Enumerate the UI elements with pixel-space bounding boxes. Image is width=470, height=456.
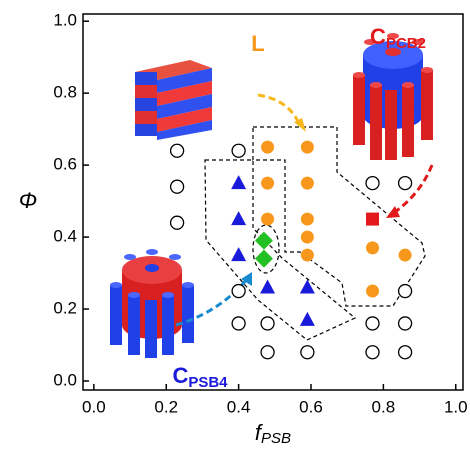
- open-circle-point: [261, 317, 274, 330]
- pcb2-illustration: [353, 33, 433, 160]
- y-tick-label: 0.2: [53, 299, 77, 318]
- circle-point: [301, 141, 314, 154]
- x-tick-label: 0.0: [82, 397, 106, 416]
- x-tick-label: 0.8: [372, 397, 396, 416]
- open-circle-point: [261, 346, 274, 359]
- open-circle-point: [399, 317, 412, 330]
- triangle-point: [300, 279, 315, 293]
- open-circle-point: [399, 285, 412, 298]
- triangle-point: [260, 279, 275, 293]
- x-tick-label: 0.2: [154, 397, 178, 416]
- open-circle-point: [301, 346, 314, 359]
- open-circle-point: [232, 144, 245, 157]
- phase-label-main: C: [370, 24, 386, 49]
- open-circle-point: [171, 216, 184, 229]
- circle-point: [366, 241, 379, 254]
- phase-label-main: C: [172, 363, 188, 388]
- psb4-illustration: [110, 249, 194, 358]
- x-tick-label: 0.6: [299, 397, 323, 416]
- x-tick-label: 0.4: [227, 397, 251, 416]
- phase-label-sub: PCB2: [386, 35, 426, 52]
- phase-label: CPSB4: [172, 363, 228, 391]
- y-tick-label: 1.0: [53, 11, 77, 30]
- y-axis-label: Φ: [19, 188, 37, 213]
- circle-point: [261, 213, 274, 226]
- y-tick-label: 0.6: [53, 155, 77, 174]
- circle-point: [301, 213, 314, 226]
- circle-point: [301, 249, 314, 262]
- open-circle-point: [399, 177, 412, 190]
- open-circle-point: [366, 317, 379, 330]
- cube-front: [135, 72, 157, 136]
- lamellar-illustration: [135, 60, 212, 140]
- x-tick-label: 1.0: [444, 397, 468, 416]
- circle-point: [261, 177, 274, 190]
- circle-point: [366, 285, 379, 298]
- phase-label-main: L: [251, 31, 264, 56]
- triangle-point: [300, 312, 315, 326]
- open-circle-point: [232, 285, 245, 298]
- phase-label: L: [251, 31, 264, 56]
- open-circle-point: [399, 346, 412, 359]
- y-tick-label: 0.0: [53, 370, 77, 389]
- y-tick-label: 0.8: [53, 83, 77, 102]
- triangle-point: [231, 211, 246, 225]
- circle-point: [301, 231, 314, 244]
- circle-point: [399, 249, 412, 262]
- phase-label: CPCB2: [370, 24, 426, 52]
- open-circle-point: [171, 144, 184, 157]
- arrow-head: [386, 206, 400, 218]
- square-point: [366, 213, 379, 226]
- triangle-point: [231, 175, 246, 189]
- open-circle-point: [232, 317, 245, 330]
- open-circle-point: [366, 346, 379, 359]
- data-layer: [171, 141, 412, 359]
- x-axis-label-sub: PSB: [261, 430, 291, 447]
- diamond-point: [255, 250, 273, 268]
- circle-point: [261, 141, 274, 154]
- triangle-point: [231, 247, 246, 261]
- psb-cylinder-boundary: [205, 160, 355, 340]
- x-axis-label: fPSB: [255, 420, 291, 447]
- open-circle-point: [171, 180, 184, 193]
- diamond-point: [255, 232, 273, 250]
- y-tick-label: 0.4: [53, 227, 77, 246]
- chart: 0.0 0.2 0.4 0.6 0.8 1.0 0.0 0.2 0.4 0.6 0.8 1.0 fPSB…: [0, 0, 470, 451]
- phase-label-sub: PSB4: [188, 374, 228, 391]
- open-circle-point: [366, 177, 379, 190]
- circle-point: [301, 177, 314, 190]
